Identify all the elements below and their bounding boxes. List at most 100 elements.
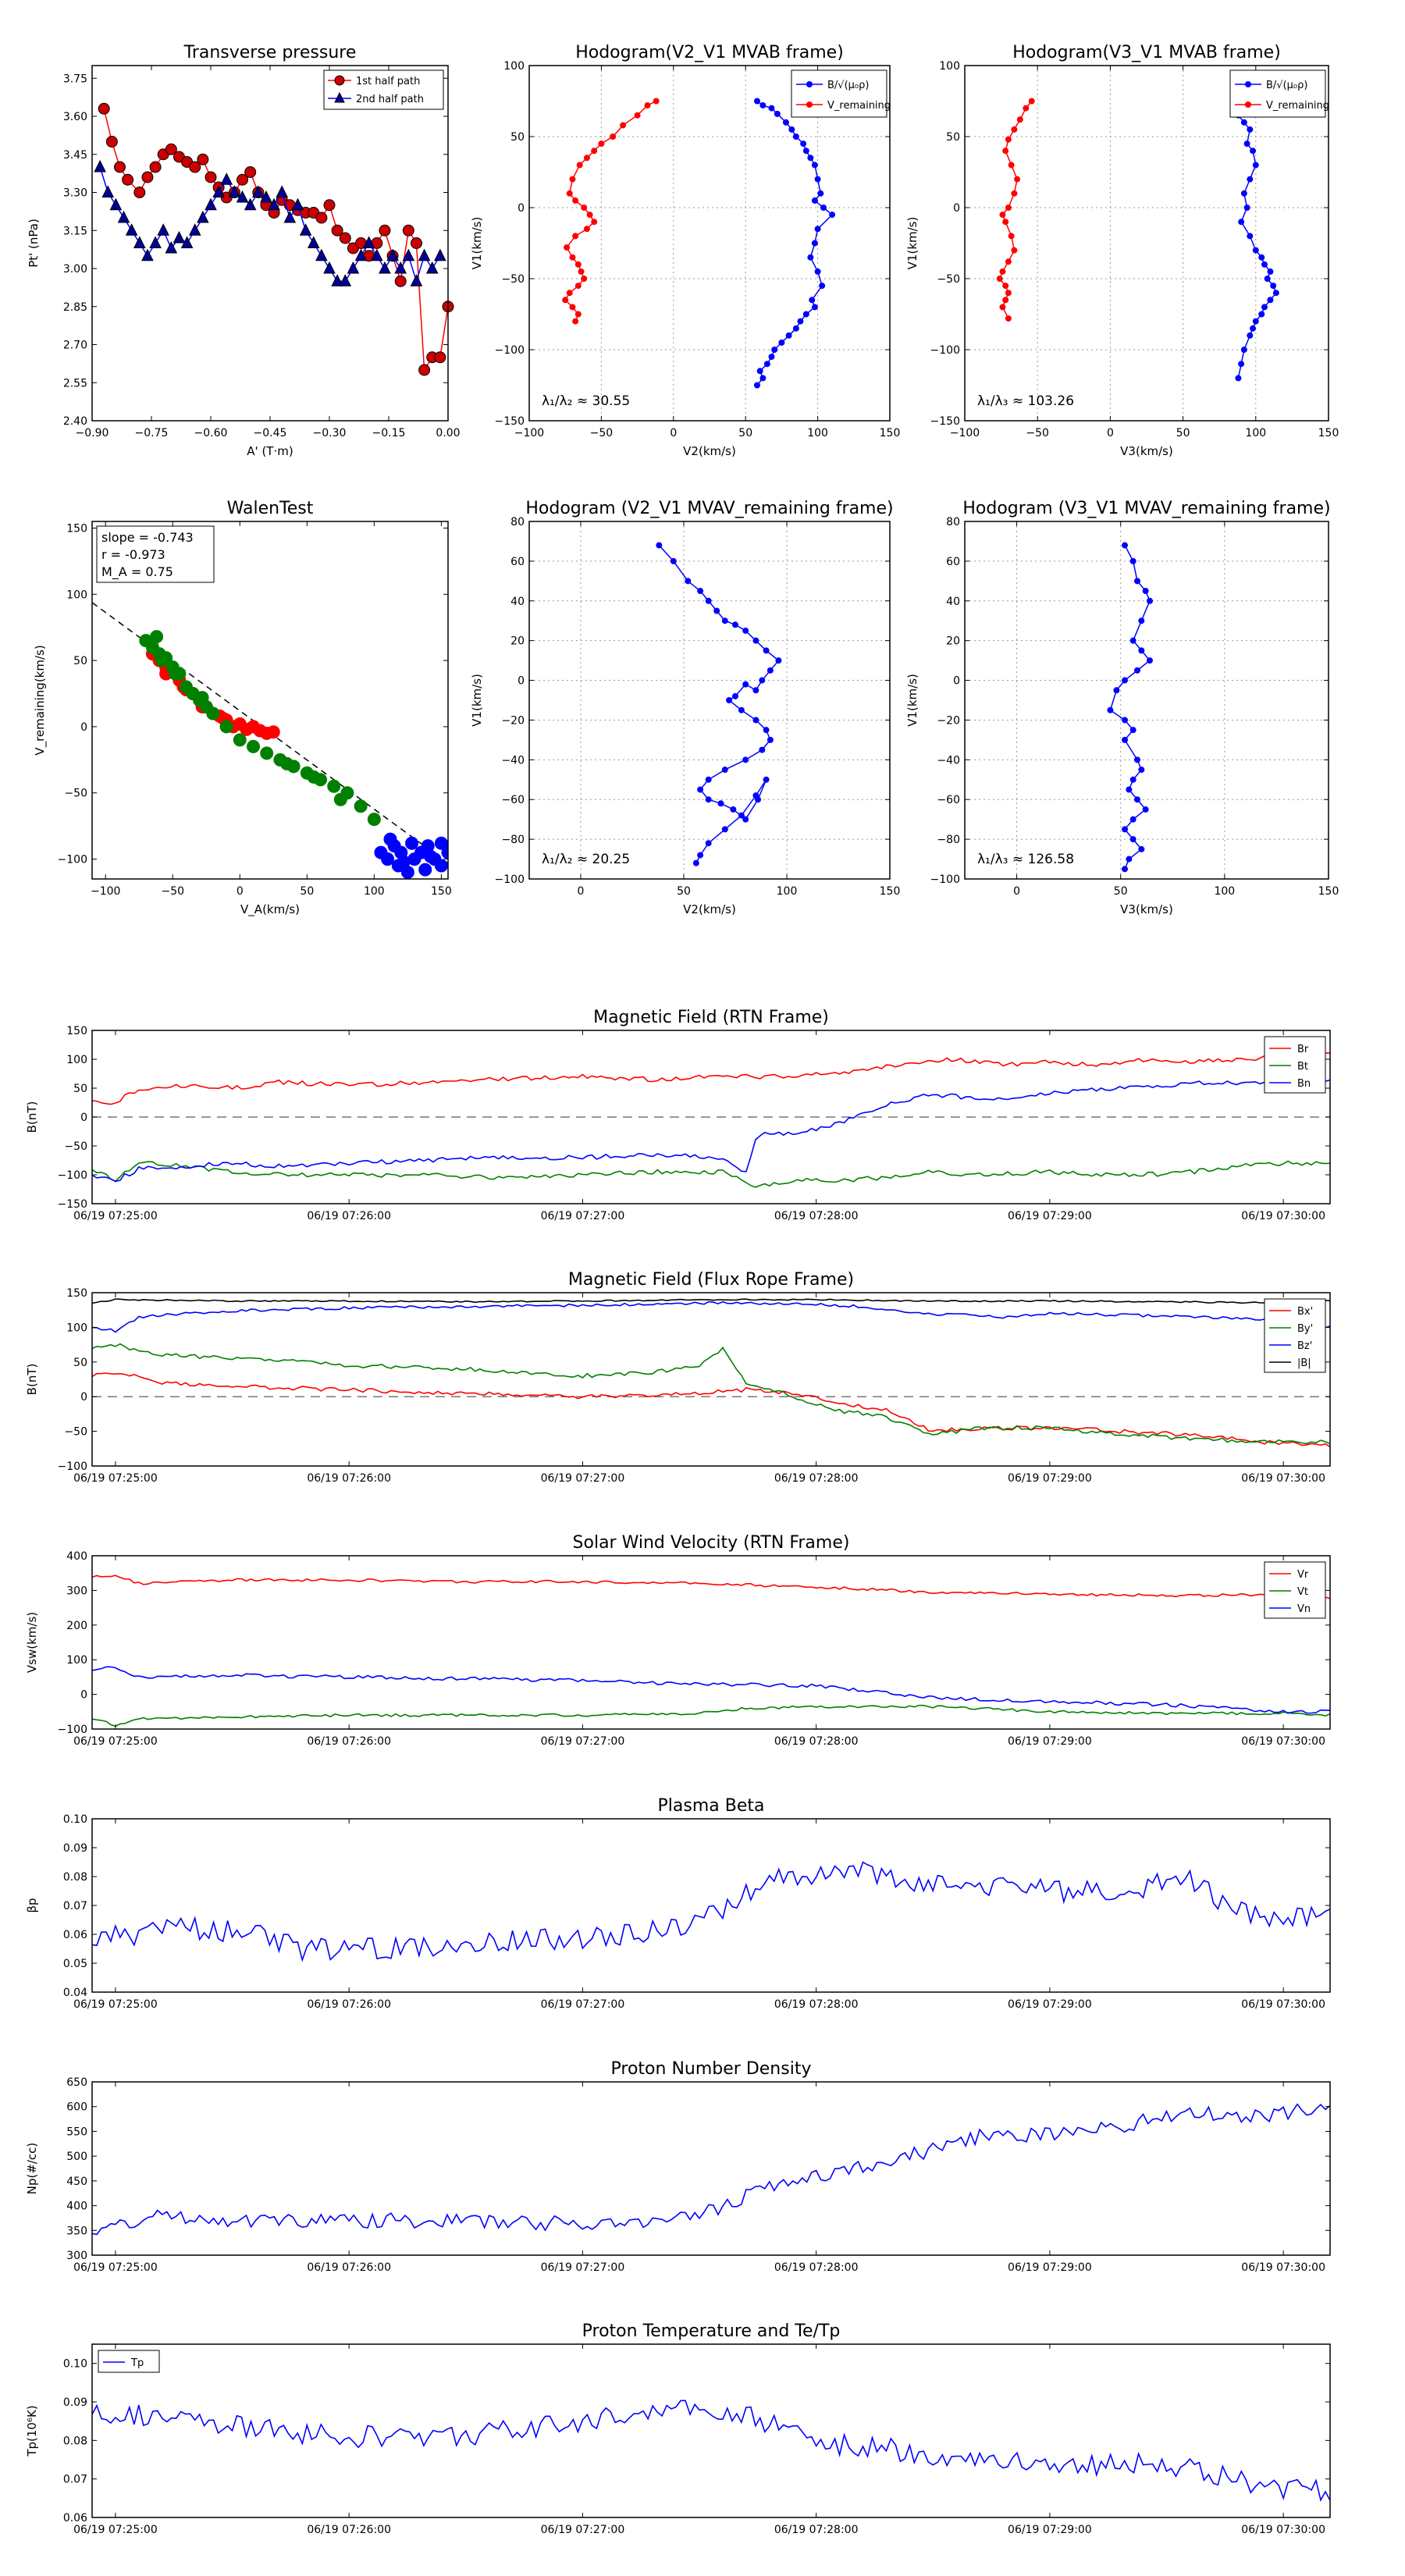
data-point [996, 276, 1003, 282]
y-tick-label: 150 [66, 1287, 87, 1300]
y-tick-label: −100 [58, 1169, 87, 1182]
data-point [768, 105, 775, 112]
x-axis-label: V3(km/s) [1120, 902, 1173, 916]
y-axis-label: V1(km/s) [470, 674, 484, 727]
data-point [721, 617, 728, 624]
data-point [732, 621, 738, 628]
chart-title: Hodogram(V2_V1 MVAB frame) [575, 43, 844, 62]
data-point [792, 133, 799, 140]
x-tick-label: 0 [670, 427, 677, 439]
data-point [347, 261, 360, 274]
data-point [726, 697, 733, 703]
plot-frame [91, 2081, 1331, 2256]
data-point [809, 297, 816, 304]
data-point [767, 736, 774, 743]
x-tick-label: 06/19 07:27:00 [541, 1735, 625, 1748]
data-point-blue [434, 859, 448, 873]
data-point [574, 311, 582, 318]
x-tick-label: 06/19 07:29:00 [1008, 1735, 1092, 1748]
data-point [418, 364, 431, 376]
y-tick-label: −100 [58, 1461, 87, 1473]
data-point [562, 297, 569, 304]
data-point [788, 126, 795, 133]
data-point [1247, 126, 1254, 133]
data-point [572, 318, 579, 325]
y-tick-label: 350 [66, 2225, 87, 2237]
legend-marker [1245, 81, 1251, 87]
x-tick-label: 06/19 07:25:00 [73, 1735, 158, 1748]
data-point [1011, 247, 1018, 254]
plot-area [529, 66, 890, 421]
data-point [1247, 233, 1254, 240]
x-tick-label: −50 [1026, 427, 1049, 439]
plot-area [92, 1293, 1330, 1466]
data-point [1107, 706, 1114, 713]
y-tick-label: −100 [930, 344, 960, 357]
x-axis-label: A' (T·m) [247, 444, 293, 458]
data-point [410, 274, 423, 286]
y-tick-label: 50 [510, 131, 525, 144]
data-point [1272, 290, 1279, 297]
data-point [1134, 578, 1141, 585]
x-tick-label: −0.75 [135, 427, 169, 439]
x-tick-label: −0.90 [76, 427, 109, 439]
data-point [1243, 141, 1250, 148]
legend-box [1264, 1036, 1326, 1094]
y-tick-label: 3.30 [63, 187, 87, 200]
data-point [713, 607, 720, 614]
data-point [331, 224, 343, 237]
y-tick-label: −60 [937, 794, 960, 806]
y-tick-label: 0.08 [63, 1871, 87, 1884]
legend-label: B/√(μ₀ρ) [1266, 80, 1307, 91]
x-tick-label: 06/19 07:25:00 [73, 2261, 158, 2274]
legend: slope = -0.743 r = -0.973 M_A = 0.75 [96, 525, 215, 583]
y-tick-label: 100 [66, 1054, 87, 1066]
y-tick-label: 20 [510, 635, 525, 648]
x-tick-label: 06/19 07:28:00 [774, 1472, 859, 1485]
data-point [634, 112, 641, 119]
legend-label: V_remaining [827, 100, 891, 112]
data-point [188, 223, 201, 236]
y-tick-label: 0.07 [63, 1900, 87, 1912]
data-point [1016, 116, 1023, 123]
plot-frame [91, 1818, 1331, 1993]
data-point [228, 185, 241, 197]
annotation-text: λ₁/λ₃ ≈ 126.58 [977, 852, 1074, 867]
data-point [189, 161, 201, 173]
data-point [759, 101, 767, 109]
data-point [1240, 190, 1247, 197]
data-point [811, 197, 818, 204]
data-point [721, 767, 728, 774]
y-tick-label: 3.15 [63, 225, 87, 237]
data-point [753, 98, 760, 105]
legend-box [1264, 1298, 1326, 1373]
y-tick-label: 2.70 [63, 340, 87, 352]
data-point [807, 254, 814, 261]
x-tick-label: 150 [880, 427, 901, 439]
data-point [999, 268, 1006, 275]
series-line-Br [92, 1052, 1330, 1105]
legend-label: Bn [1297, 1078, 1311, 1090]
data-point-green [246, 739, 260, 753]
y-tick-label: 550 [66, 2126, 87, 2138]
y-tick-label: −100 [495, 344, 525, 357]
data-point [331, 274, 343, 286]
data-point [768, 354, 775, 361]
x-tick-label: 50 [300, 885, 314, 898]
data-point [800, 141, 807, 148]
data-point [205, 171, 217, 183]
chart-h3: 0 50 100 150 −100 −80 −60 −40 −20 0 20 40 60 80Hodogr… [470, 499, 900, 916]
data-point [829, 212, 836, 219]
x-tick-label: 06/19 07:29:00 [1008, 2261, 1092, 2274]
data-point-blue [381, 852, 395, 866]
data-point [752, 717, 759, 724]
y-tick-label: 0.06 [63, 1929, 87, 1941]
annotation-text: λ₁/λ₂ ≈ 30.55 [542, 393, 630, 409]
data-point [705, 776, 712, 783]
x-tick-label: 150 [1318, 427, 1339, 439]
data-point [165, 143, 177, 155]
y-tick-label: −40 [501, 754, 525, 767]
y-tick-label: −50 [64, 788, 87, 800]
legend-box [323, 69, 444, 110]
x-tick-label: 150 [880, 885, 901, 898]
